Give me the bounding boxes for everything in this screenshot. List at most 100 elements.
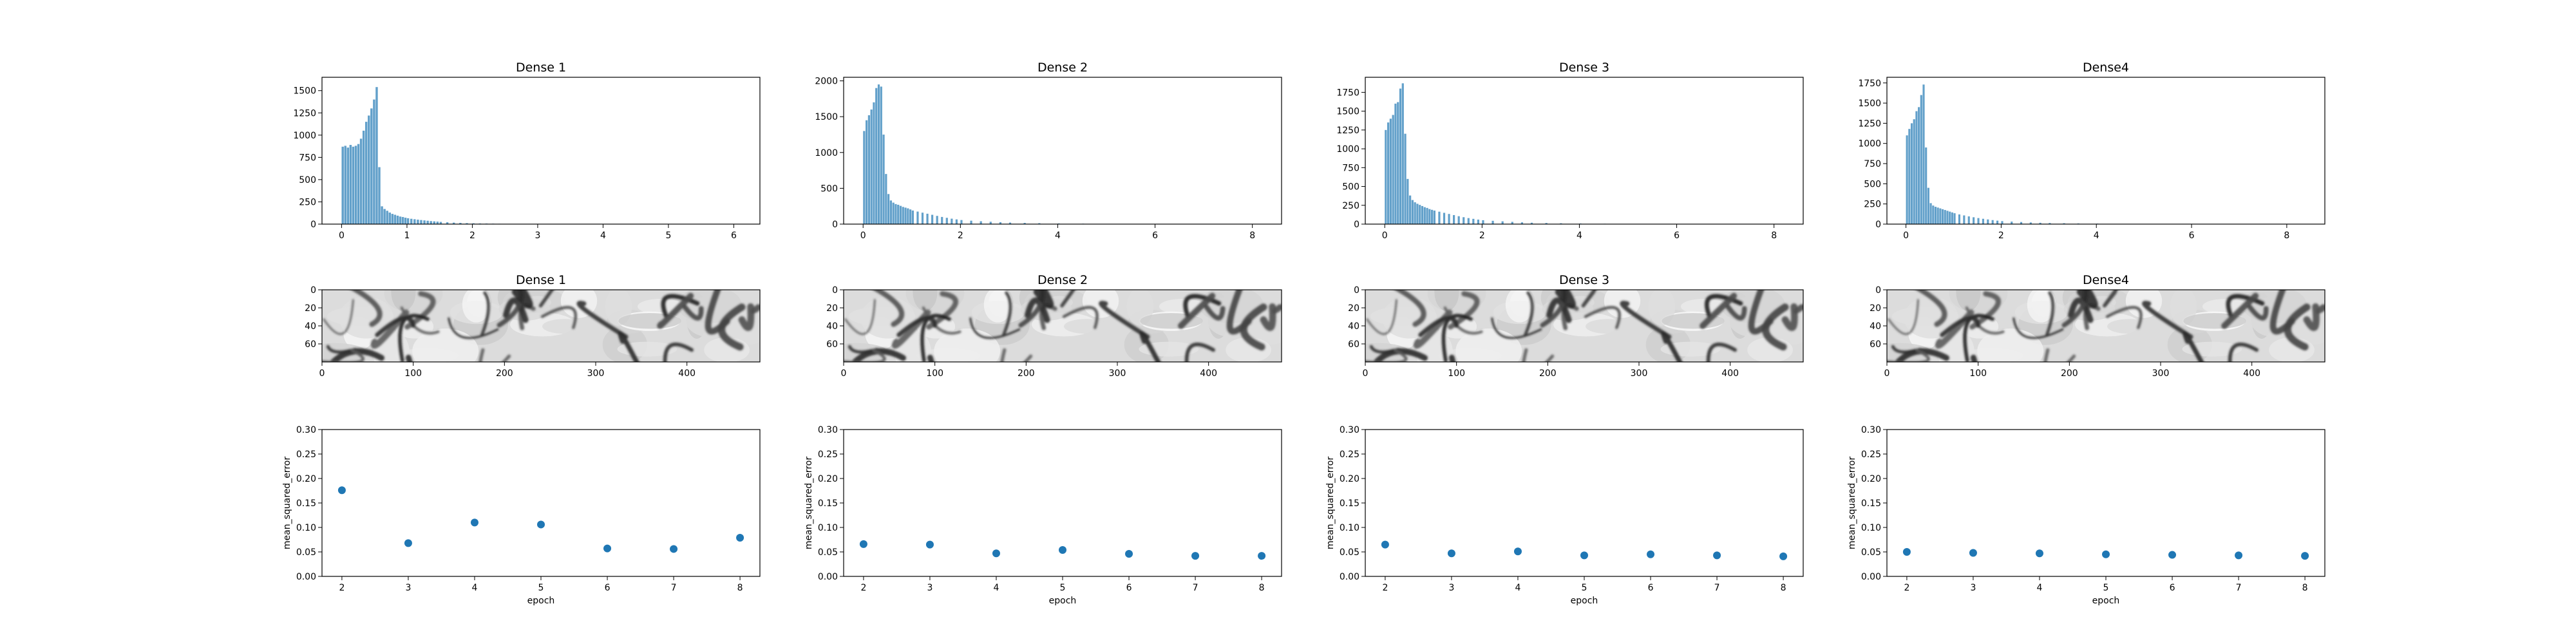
- hist-2-bar: [866, 120, 868, 224]
- mse-1-xtick-label: 7: [671, 583, 677, 593]
- image-4-lane: [1888, 299, 1919, 336]
- hist-4-xtick-label: 8: [2284, 231, 2289, 241]
- image-4-ytick-label: 60: [1870, 339, 1881, 350]
- mse-3-ytick-label: 0.05: [1340, 547, 1359, 558]
- hist-1-bar: [378, 167, 381, 224]
- image-2-panel: Dense 2 0 20 40 60 0 100 200 300 400: [826, 273, 1282, 379]
- hist-1-title: Dense 1: [516, 61, 566, 75]
- hist-1-bar: [396, 215, 399, 224]
- mse-4-ytick-label: 0.30: [1861, 425, 1881, 435]
- hist-3-bar: [1472, 218, 1475, 224]
- hist-1-bar: [439, 222, 442, 224]
- hist-4-bar: [1982, 218, 1984, 224]
- hist-2-bar: [931, 214, 934, 224]
- image-2-xtick-label: 100: [926, 368, 943, 379]
- hist-1-frame: [321, 77, 761, 225]
- hist-4-bar: [2020, 222, 2023, 224]
- image-3-cell: [1455, 328, 1522, 362]
- hist-2-bar: [999, 222, 1001, 224]
- image-3-panel: Dense 3 0 20 40 60 0 100 200 300 400: [1348, 273, 1804, 379]
- hist-4-ytick-label: 750: [1864, 159, 1881, 169]
- hist-3-bar: [1426, 207, 1428, 224]
- hist-1-bar: [391, 214, 394, 224]
- image-3-ytick-label: 60: [1348, 339, 1359, 350]
- hist-1-bar: [426, 220, 429, 224]
- image-3-lane: [1584, 306, 1621, 329]
- image-4-xtick-label: 200: [2061, 368, 2078, 379]
- hist-3-bar: [1411, 200, 1414, 224]
- hist-2-xtick-label: 2: [958, 231, 963, 241]
- image-1-lane: [448, 317, 499, 339]
- image-1-lane: [323, 299, 354, 336]
- mse-3-point: [1513, 547, 1522, 556]
- hist-2-bar: [1009, 222, 1012, 224]
- hist-1-bar: [344, 146, 346, 224]
- image-4-lane: [1915, 290, 1947, 327]
- hist-4-bar: [1927, 187, 1929, 224]
- image-3-lane: [1555, 290, 1576, 309]
- mse-3-point: [1647, 550, 1655, 558]
- hist-4-bar: [1953, 213, 1956, 224]
- hist-2-bar: [892, 202, 895, 224]
- hist-2-bar: [897, 204, 900, 224]
- hist-3-bar: [1431, 209, 1434, 224]
- image-4-cell: [1891, 307, 1959, 326]
- hist-2-bar: [970, 220, 972, 224]
- hist-3-bar: [1467, 218, 1470, 224]
- hist-4-xtick-label: 2: [1998, 231, 2004, 241]
- image-4-lane: [1969, 291, 2001, 330]
- hist-2-bar: [889, 200, 892, 224]
- hist-4-frame: [1886, 77, 2325, 225]
- image-1-lane: [375, 316, 416, 337]
- mse-4-ytick-label: 0.25: [1861, 450, 1881, 460]
- image-1-xtick-label: 400: [678, 368, 696, 379]
- hist-3-bar: [1545, 223, 1548, 224]
- image-1-lane: [576, 301, 629, 339]
- hist-4-bar: [1920, 95, 1922, 224]
- hist-1-bar: [436, 222, 439, 224]
- image-4-lane: [2076, 290, 2098, 309]
- hist-2-bar: [907, 208, 909, 224]
- image-4-lane: [2183, 331, 2204, 362]
- hist-4-ytick-label: 250: [1864, 200, 1881, 210]
- image-2-lane: [872, 290, 905, 327]
- mse-2-xtick-label: 3: [927, 583, 933, 593]
- hist-2-bar: [1023, 223, 1026, 224]
- image-2-cell: [848, 307, 916, 326]
- hist-1-bar: [365, 122, 368, 224]
- image-1-xtick-label: 200: [496, 368, 513, 379]
- mse-4-point: [2235, 551, 2243, 560]
- image-2-lane: [926, 291, 958, 330]
- image-1-cell: [391, 290, 416, 311]
- mse-1-point: [537, 520, 545, 529]
- mse-2-ytick-label: 0.20: [818, 474, 838, 484]
- image-3-lane: [1546, 298, 1572, 323]
- image-4-lane: [2105, 306, 2143, 329]
- image-2-pixels: [844, 290, 1282, 362]
- image-3-xtick-label: 0: [1363, 368, 1368, 379]
- image-3-lane: [1725, 305, 1747, 321]
- hist-3-bar: [1401, 83, 1404, 224]
- hist-1-bar: [349, 145, 352, 224]
- image-2-lane: [1139, 331, 1161, 362]
- image-1-ytick-label: 40: [305, 321, 316, 332]
- hist-3-bar: [1416, 204, 1419, 224]
- image-2-lane: [920, 314, 951, 362]
- hist-3-bar: [1387, 122, 1390, 224]
- image-4-lane: [2247, 305, 2269, 321]
- image-3-lanes: [1365, 290, 1803, 362]
- hist-3-bar: [1492, 220, 1494, 224]
- hist-1-xtick-label: 2: [469, 231, 475, 241]
- mse-2-ytick-label: 0.15: [818, 498, 838, 509]
- mse-3-xtick-label: 2: [1382, 583, 1388, 593]
- hist-2-bar: [916, 211, 919, 224]
- mse-1-xtick-label: 3: [405, 583, 411, 593]
- hist-3-ytick-label: 1000: [1336, 144, 1359, 155]
- mse-4-frame: [1886, 429, 2325, 577]
- mse-3-ytick-label: 0.25: [1340, 450, 1359, 460]
- hist-4-bar: [1958, 214, 1961, 224]
- image-1-title: Dense 1: [516, 273, 566, 287]
- hist-4-bar: [2049, 223, 2051, 224]
- image-3-lane: [1448, 291, 1480, 330]
- hist-1-bar: [410, 218, 413, 224]
